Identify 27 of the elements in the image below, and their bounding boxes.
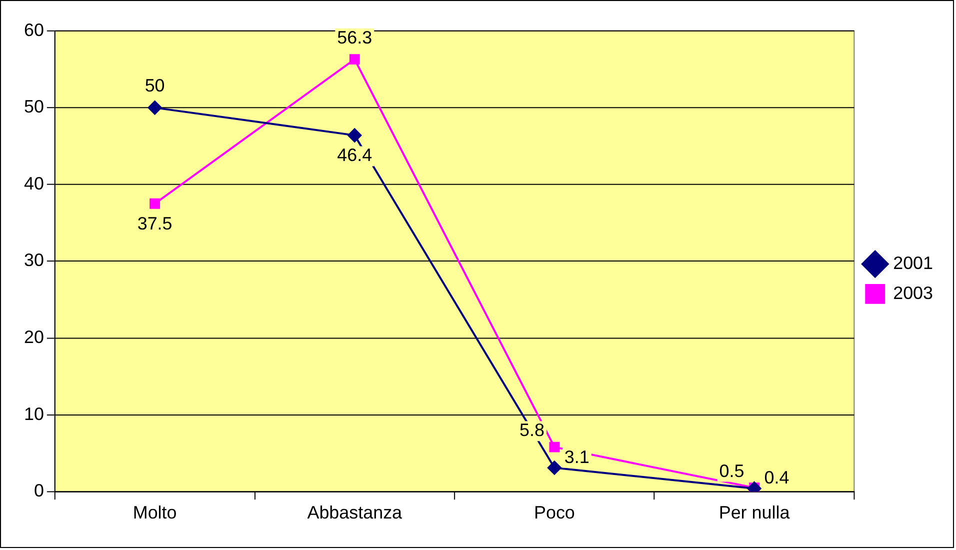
data-label: 0.4 [764, 468, 790, 488]
x-tick-label: Molto [132, 502, 177, 522]
data-label: 46.4 [337, 145, 372, 166]
data-label: 37.5 [137, 214, 172, 234]
y-tick-label: 60 [24, 20, 44, 40]
point [148, 100, 162, 115]
data-label: 56.3 [337, 27, 372, 48]
point [348, 128, 362, 142]
legend-label: 2001 [893, 253, 934, 273]
y-tick-label: 30 [24, 250, 44, 270]
point [549, 442, 560, 452]
data-label: 3.1 [564, 446, 590, 467]
legend-label: 2003 [893, 282, 934, 303]
x-tick-label: Per nulla [718, 502, 790, 522]
y-tick-label: 10 [24, 404, 44, 424]
data-label: 50 [144, 76, 165, 96]
x-tick-label: Abbastanza [307, 502, 402, 522]
point [150, 198, 160, 209]
y-tick-label: 0 [34, 480, 44, 501]
y-tick-label: 40 [24, 173, 44, 194]
data-label: 0.5 [719, 460, 744, 481]
point [349, 54, 360, 65]
data-label: 5.8 [519, 420, 544, 440]
point [547, 460, 562, 475]
y-tick-label: 20 [24, 326, 44, 347]
y-tick-label: 50 [24, 96, 44, 117]
x-tick-label: Poco [534, 502, 575, 522]
